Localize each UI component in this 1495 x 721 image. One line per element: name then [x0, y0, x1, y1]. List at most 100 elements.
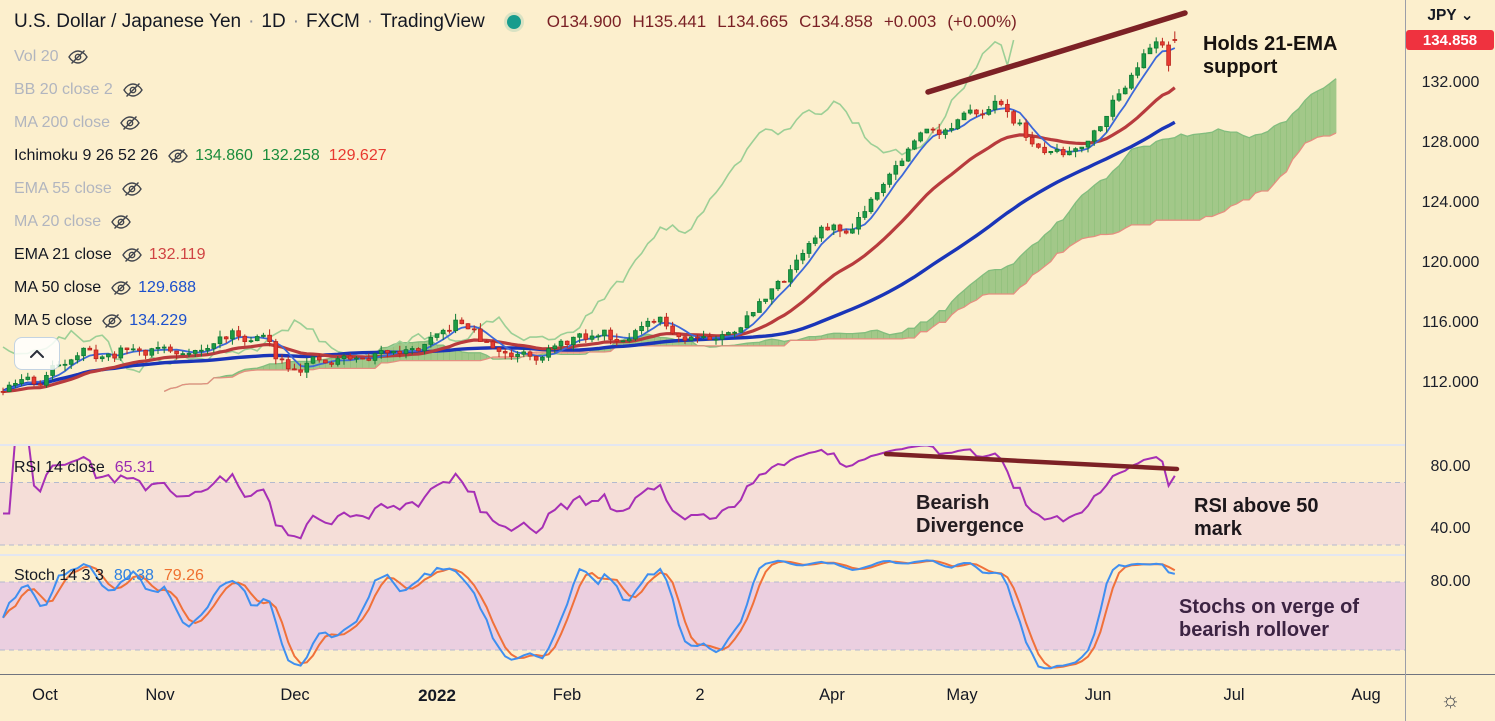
price-axis-label: 116.000 [1422, 314, 1479, 331]
exchange-label[interactable]: FXCM [306, 11, 360, 32]
price-axis-label: 128.000 [1421, 134, 1480, 151]
rsi-label: RSI 14 close [14, 459, 105, 476]
annotation-rsi-above-50[interactable]: RSI above 50 mark [1194, 495, 1319, 540]
legend-label: MA 20 close [14, 212, 102, 230]
time-axis-label: Dec [280, 686, 310, 704]
time-axis-label: Jun [1084, 686, 1112, 704]
ohlc-item: (+0.00%) [947, 12, 1017, 31]
eye-off-icon[interactable] [101, 313, 123, 329]
legend-collapse-button[interactable] [14, 337, 60, 370]
eye-off-icon[interactable] [121, 247, 143, 263]
ma5-line [2, 47, 1176, 393]
legend-value: 134.860 [195, 146, 253, 164]
trendline-main[interactable] [925, 10, 1188, 95]
last-price-tag: 134.858 [1406, 30, 1494, 50]
legend-label: MA 200 close [14, 113, 111, 131]
stoch-pane-legend[interactable]: Stoch 14 3 3 80.38 79.26 [14, 567, 204, 585]
currency-scale-selector[interactable]: JPY ⌄ [1406, 6, 1495, 25]
chevron-down-icon: ⌄ [1460, 7, 1474, 24]
ohlc-item: +0.003 [883, 12, 937, 31]
annotation-stoch-rollover[interactable]: Stochs on verge of bearish rollover [1179, 596, 1360, 641]
interval-label[interactable]: 1D [261, 11, 286, 32]
legend-value: 134.229 [129, 311, 188, 329]
time-axis-label: Oct [32, 686, 58, 704]
price-axis-label: 124.000 [1421, 194, 1480, 211]
rsi-value: 65.31 [114, 459, 155, 476]
title-separator: · [366, 11, 374, 32]
ohlc-readout: O134.900 H135.441 L134.665 C134.858 +0.003 (+… [547, 12, 1028, 32]
legend-row[interactable]: BB 20 close 2 [14, 73, 396, 106]
legend-row[interactable]: MA 20 close [14, 205, 396, 238]
time-axis-label: Nov [145, 686, 175, 704]
legend-row[interactable]: Ichimoku 9 26 52 26 134.860 132.258 129.62… [14, 139, 396, 172]
chevron-up-icon [30, 349, 44, 358]
legend-label: EMA 21 close [14, 245, 112, 263]
time-axis-label: Apr [819, 686, 845, 704]
legend-row[interactable]: MA 200 close [14, 106, 396, 139]
symbol-title[interactable]: U.S. Dollar / Japanese Yen [14, 11, 242, 32]
time-axis[interactable]: Oct Nov Dec 2022 Feb 2 Apr May Jun Jul Aug [0, 675, 1405, 721]
time-axis-label: Aug [1351, 686, 1381, 704]
main-pane [2, 39, 1176, 394]
ema21-line [2, 86, 1176, 394]
annotation-bearish-divergence[interactable]: Bearish Divergence [916, 492, 1024, 537]
rsi-line [3, 446, 1176, 540]
ma50-line [2, 120, 1176, 394]
legend-row[interactable]: Vol 20 [14, 40, 396, 73]
eye-off-icon[interactable] [119, 115, 141, 131]
price-axis-label: 80.00 [1430, 573, 1471, 590]
chart-header: U.S. Dollar / Japanese Yen · 1D · FXCM ·… [14, 8, 1028, 36]
time-axis-label: 2 [695, 686, 705, 704]
legend-label: MA 5 close [14, 311, 93, 329]
legend-value: 132.258 [261, 146, 320, 164]
market-status-dot[interactable] [506, 15, 521, 29]
rsi-pane [3, 446, 1176, 540]
ohlc-item: L134.665 [717, 12, 789, 31]
legend-row[interactable]: EMA 21 close 132.119 [14, 238, 396, 271]
ohlc-item: H135.441 [632, 12, 707, 31]
legend-row[interactable]: MA 50 close 129.688 [14, 271, 396, 304]
settings-icon[interactable]: ☼ [1440, 687, 1461, 712]
time-axis-label: Jul [1223, 686, 1245, 704]
ohlc-item: C134.858 [799, 12, 873, 31]
legend-label: EMA 55 close [14, 179, 112, 197]
eye-off-icon[interactable] [110, 280, 132, 296]
price-axis[interactable]: 132.000 128.000 124.000 120.000 116.000 112.0… [1406, 0, 1495, 675]
legend-label: Ichimoku 9 26 52 26 [14, 146, 159, 164]
stoch-k-value: 80.38 [113, 567, 154, 584]
ichimoku-cloud [163, 78, 1337, 392]
eye-off-icon[interactable] [110, 214, 132, 230]
trendline-rsi[interactable] [883, 451, 1180, 472]
eye-off-icon[interactable] [121, 181, 143, 197]
eye-off-icon[interactable] [122, 82, 144, 98]
stoch-label: Stoch 14 3 3 [14, 567, 104, 584]
legend-label: Vol 20 [14, 47, 59, 65]
price-axis-label: 80.00 [1430, 458, 1471, 475]
legend-value: 132.119 [148, 245, 206, 263]
ohlc-item: O134.900 [546, 12, 622, 31]
platform-label[interactable]: TradingView [380, 11, 485, 32]
eye-off-icon[interactable] [67, 49, 89, 65]
price-axis-label: 120.000 [1421, 254, 1480, 271]
stoch-pane [2, 559, 1176, 670]
title-separator: · [292, 11, 300, 32]
legend-value: 129.688 [138, 278, 196, 296]
currency-label: JPY [1427, 6, 1457, 24]
rsi-pane-legend[interactable]: RSI 14 close 65.31 [14, 459, 155, 477]
title-separator: · [248, 11, 255, 32]
price-axis-label: 40.00 [1430, 520, 1471, 537]
legend-value: 129.627 [328, 146, 387, 164]
annotation-holds-21ema[interactable]: Holds 21-EMA support [1203, 33, 1337, 78]
time-axis-label: May [946, 686, 978, 704]
stoch-d-value: 79.26 [163, 567, 204, 584]
legend-row[interactable]: MA 5 close 134.229 [14, 304, 396, 337]
price-axis-label: 112.000 [1422, 374, 1479, 391]
eye-off-icon[interactable] [167, 148, 189, 164]
stoch-k-line [2, 559, 1176, 670]
candlesticks [0, 31, 1178, 396]
time-axis-label: 2022 [418, 686, 456, 705]
legend-row[interactable]: EMA 55 close [14, 172, 396, 205]
price-axis-label: 132.000 [1421, 74, 1480, 91]
